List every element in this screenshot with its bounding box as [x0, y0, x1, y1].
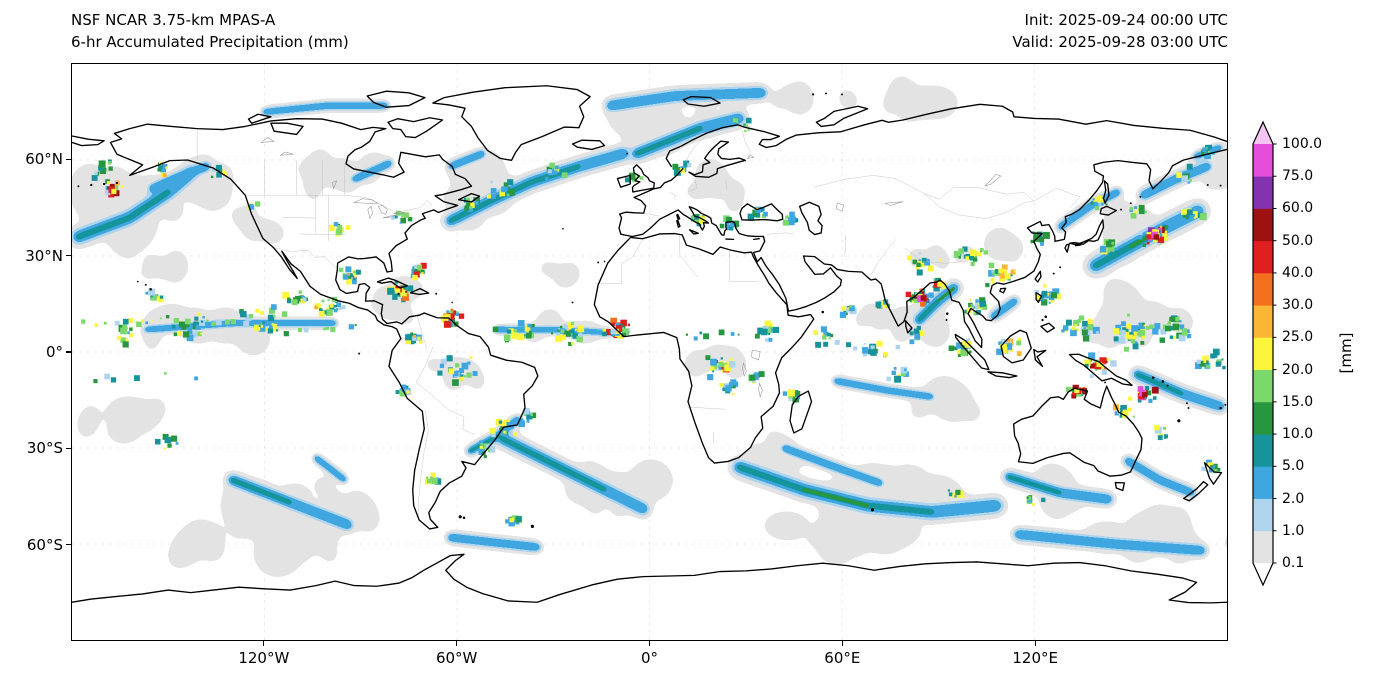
model-name: NSF NCAR 3.75-km MPAS-A: [71, 11, 276, 29]
coastlines: [72, 85, 1227, 604]
x-tick: [456, 641, 458, 646]
y-tick: [66, 544, 71, 546]
x-tick: [1034, 641, 1036, 646]
lakes: [260, 137, 1002, 398]
map-axes: [71, 63, 1228, 641]
valid-time: Valid: 2025-09-28 03:00 UTC: [1012, 33, 1228, 51]
y-tick-label: 60°S: [26, 535, 63, 554]
colorbar-tick-label: 0.1: [1282, 554, 1305, 571]
country-borders: [196, 128, 1081, 519]
colorbar-tick-label: 40.0: [1282, 264, 1314, 281]
precip-layer-teal: [75, 125, 1185, 515]
x-tick-label: 120°E: [1012, 649, 1058, 667]
x-tick: [648, 641, 651, 646]
y-tick-label: 30°S: [26, 439, 63, 458]
y-tick-label: 0°: [45, 343, 63, 361]
x-tick-label: 60°W: [435, 649, 478, 667]
colorbar-tick-label: 75.0: [1282, 168, 1314, 185]
colorbar: [1252, 120, 1277, 587]
map-layers: [72, 64, 1227, 640]
small-islands: [77, 92, 1227, 528]
y-tick: [66, 255, 71, 257]
x-tick: [263, 641, 265, 646]
colorbar-unit-label: [mm]: [1337, 332, 1355, 374]
y-tick: [66, 158, 71, 160]
title-block: NSF NCAR 3.75-km MPAS-A 6-hr Accumulated…: [71, 9, 349, 53]
colorbar-tick-label: 2.0: [1282, 490, 1305, 507]
colorbar-tick-label: 25.0: [1282, 329, 1314, 346]
colorbar-tick-label: 5.0: [1282, 458, 1305, 475]
init-time: Init: 2025-09-24 00:00 UTC: [1024, 11, 1228, 29]
colorbar-tick-label: 30.0: [1282, 297, 1314, 314]
product-name: 6-hr Accumulated Precipitation (mm): [71, 33, 349, 51]
y-tick-label: 60°N: [25, 150, 63, 169]
world-precipitation-map: [72, 64, 1227, 640]
y-tick: [66, 351, 71, 353]
colorbar-tick-label: 50.0: [1282, 232, 1314, 249]
y-tick: [66, 447, 71, 449]
colorbar-tick-label: 10.0: [1282, 426, 1314, 443]
colorbar-tick-label: 100.0: [1282, 136, 1323, 152]
x-tick: [841, 641, 843, 646]
colorbar-tick-label: 20.0: [1282, 361, 1314, 378]
x-tick-label: 60°E: [824, 649, 861, 667]
colorbar-tick-label: 15.0: [1282, 393, 1314, 410]
run-info-block: Init: 2025-09-24 00:00 UTC Valid: 2025-0…: [1012, 9, 1228, 53]
colorbar-tick-label: 1.0: [1282, 522, 1305, 539]
colorbar-tick-label: 60.0: [1282, 200, 1314, 217]
x-tick-label: 120°W: [238, 649, 290, 667]
y-tick-label: 30°N: [25, 246, 63, 265]
x-tick-label: 0°: [640, 649, 659, 667]
